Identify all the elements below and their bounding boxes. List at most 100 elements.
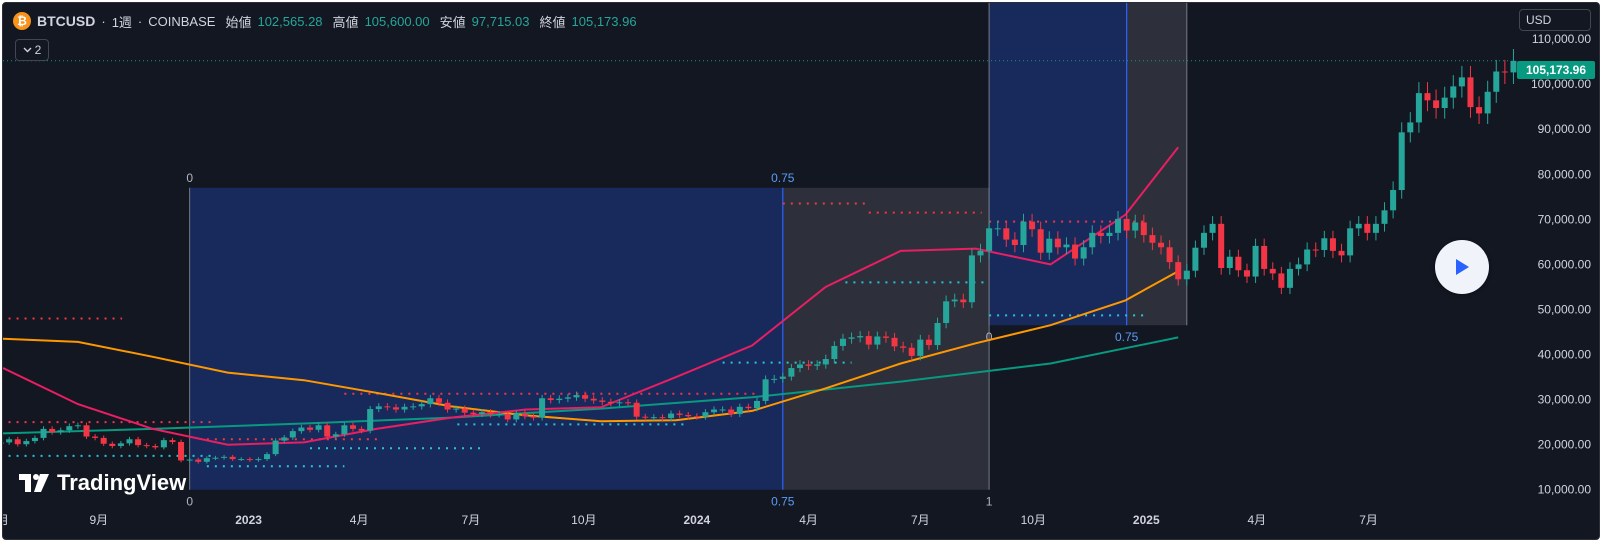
candle <box>530 413 537 421</box>
candle <box>1261 238 1268 276</box>
candle <box>728 406 735 418</box>
separator-dot: · <box>137 13 143 29</box>
candle-body <box>1200 232 1208 248</box>
candle-body <box>1046 238 1053 253</box>
candle-body <box>246 459 253 461</box>
indicators-toggle-button[interactable]: 2 <box>15 39 49 61</box>
candle <box>582 391 589 403</box>
candle <box>676 410 683 418</box>
candle-body <box>255 459 262 461</box>
candle <box>117 441 124 449</box>
candle-body <box>1450 86 1457 98</box>
candle-body <box>74 425 81 427</box>
candle-body <box>977 250 984 256</box>
candle <box>349 422 356 432</box>
candle <box>1029 213 1036 237</box>
candle <box>693 413 700 420</box>
candle <box>968 248 975 309</box>
candle <box>1329 230 1336 258</box>
candle-body <box>556 398 563 401</box>
candle-body <box>1338 250 1345 256</box>
candle-body <box>40 428 47 438</box>
candle <box>1158 235 1165 255</box>
candle <box>1046 231 1053 260</box>
candle <box>1278 266 1285 295</box>
candle-body <box>1123 218 1130 231</box>
tradingview-logo[interactable]: TradingView <box>19 470 186 496</box>
candle-body <box>143 445 150 447</box>
candle <box>1218 216 1225 275</box>
candle <box>960 293 967 309</box>
currency-button[interactable]: USD <box>1519 9 1591 31</box>
candle <box>1441 86 1448 119</box>
candle-body <box>788 368 795 377</box>
candle-body <box>1252 245 1259 277</box>
candle <box>1226 249 1233 275</box>
candle-body <box>289 431 296 438</box>
candle <box>324 422 331 440</box>
time-axis-label: 10月 <box>571 513 596 527</box>
symbol-name[interactable]: BTCUSD <box>37 13 96 29</box>
candle-body <box>960 299 967 303</box>
candle-body <box>1011 239 1018 246</box>
candle <box>539 394 546 421</box>
time-axis-label: 月 <box>3 513 9 527</box>
price-axis-label: 70,000.00 <box>1538 212 1592 226</box>
candle <box>865 331 872 350</box>
candle <box>169 437 176 445</box>
candle-body <box>221 456 228 458</box>
candle <box>659 414 666 421</box>
candle <box>753 397 761 412</box>
candle-body <box>951 299 958 302</box>
candle-body <box>1097 232 1104 237</box>
candle-body <box>1458 77 1465 87</box>
candle-body <box>315 425 322 430</box>
candle-body <box>49 428 56 433</box>
candle-body <box>100 437 107 444</box>
candle-body <box>1140 222 1147 236</box>
candle <box>1433 89 1440 119</box>
candle-body <box>453 408 460 410</box>
candle <box>272 438 279 457</box>
candle <box>1080 240 1087 266</box>
close-value: 105,173.96 <box>571 13 637 29</box>
candle-body <box>160 440 167 448</box>
candle <box>160 437 167 450</box>
candle <box>392 404 399 413</box>
time-axis-label: 2023 <box>235 513 262 527</box>
candle <box>1252 238 1259 284</box>
candle <box>796 360 803 373</box>
candle-body <box>392 407 399 410</box>
candle <box>1476 96 1483 124</box>
logo-text: TradingView <box>57 470 187 495</box>
candle-body <box>1398 132 1405 191</box>
candle-body <box>203 458 210 462</box>
price-axis-label: 60,000.00 <box>1538 257 1592 271</box>
candle <box>496 410 503 418</box>
chevron-down-icon <box>23 47 32 53</box>
candle-body <box>195 459 202 462</box>
candle-body <box>547 398 554 401</box>
candle-body <box>298 427 305 432</box>
candle-body <box>109 443 116 447</box>
candle <box>1286 262 1293 295</box>
candle <box>49 426 56 435</box>
chart-canvas[interactable]: 00.7500.75100.7500.7510,000.0020,000.003… <box>3 3 1599 539</box>
replay-play-button[interactable] <box>1435 240 1489 294</box>
candle-body <box>1175 262 1182 280</box>
candle <box>504 410 511 423</box>
candle <box>994 220 1001 237</box>
time-axis-label: 4月 <box>799 513 818 527</box>
time-axis-label: 7月 <box>462 513 481 527</box>
candle-body <box>341 425 348 435</box>
candle-body <box>857 336 864 338</box>
price-axis-label: 10,000.00 <box>1538 483 1592 497</box>
candle-body <box>1329 238 1336 251</box>
interval-label[interactable]: 1週 <box>111 14 132 30</box>
candle <box>908 343 915 361</box>
candle <box>255 457 262 462</box>
candle <box>943 295 950 329</box>
candle <box>702 409 709 420</box>
candle <box>1175 255 1182 286</box>
candle-body <box>444 402 451 410</box>
